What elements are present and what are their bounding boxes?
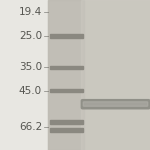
Bar (50, 120, 82, 124)
Text: 45.0: 45.0 (19, 86, 42, 96)
Bar (50, 89, 82, 92)
Bar (48, 0, 150, 150)
FancyBboxPatch shape (81, 100, 150, 109)
Text: 66.2: 66.2 (19, 122, 42, 132)
Text: 25.0: 25.0 (19, 31, 42, 41)
Bar (81, 0, 150, 150)
Text: 35.0: 35.0 (19, 62, 42, 72)
FancyBboxPatch shape (83, 102, 148, 106)
Bar (50, 66, 82, 69)
Bar (48, 0, 84, 150)
Bar (50, 128, 82, 132)
Bar (50, 34, 82, 38)
Text: 19.4: 19.4 (19, 7, 42, 17)
